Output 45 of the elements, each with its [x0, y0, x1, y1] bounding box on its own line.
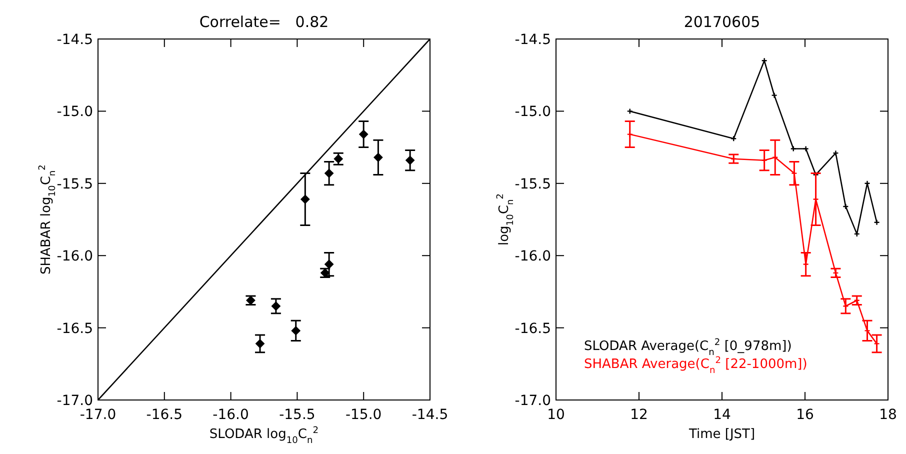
point [854, 230, 860, 238]
y-tick-label: -15.5 [56, 176, 93, 192]
point [802, 146, 809, 152]
chart-title: 20170605 [684, 13, 760, 31]
x-tick-label: -16.0 [212, 407, 249, 423]
y-tick-label: -14.5 [514, 32, 551, 48]
point [771, 92, 778, 98]
y-tick-label: -16.5 [514, 320, 551, 337]
chart-title: Correlate= 0.82 [199, 13, 329, 31]
x-tick-label: -17.0 [80, 407, 116, 423]
point [772, 154, 778, 161]
point [832, 150, 839, 156]
point [324, 168, 334, 178]
point [324, 260, 334, 269]
point [374, 152, 383, 162]
point [842, 203, 849, 210]
point [406, 156, 415, 165]
x-tick-label: -14.5 [412, 407, 448, 423]
x-tick-label: 10 [547, 407, 565, 423]
point [761, 157, 768, 164]
x-tick-label: -15.0 [345, 407, 382, 423]
point [730, 136, 737, 142]
y-tick-label: -16.5 [56, 320, 93, 337]
point [359, 130, 368, 139]
point [300, 194, 310, 204]
y-tick-label: -16.0 [514, 248, 551, 265]
point [256, 339, 265, 348]
point [790, 146, 796, 152]
x-axis-title: Time [JST] [688, 427, 756, 442]
y-tick-label: -15.0 [514, 104, 551, 120]
x-tick-label: 18 [879, 407, 897, 423]
x-tick-label: -16.5 [146, 407, 183, 423]
y-tick-label: -17.0 [56, 393, 93, 409]
x-tick-label: 16 [796, 407, 814, 423]
y-tick-label: -15.5 [514, 176, 551, 192]
x-tick-label: -15.5 [279, 407, 316, 423]
y-tick-label: -16.0 [56, 248, 93, 265]
y-tick-label: -14.5 [56, 32, 93, 48]
y-tick-label: -17.0 [514, 393, 551, 409]
y-tick-label: -15.0 [56, 104, 93, 120]
text: SHABAR Average(C$_{n}$$^{2}$ [22-1000m]) [584, 356, 808, 376]
point [761, 58, 768, 64]
x-tick-label: 12 [630, 407, 648, 423]
point [291, 326, 300, 336]
x-tick-label: 14 [713, 407, 731, 423]
